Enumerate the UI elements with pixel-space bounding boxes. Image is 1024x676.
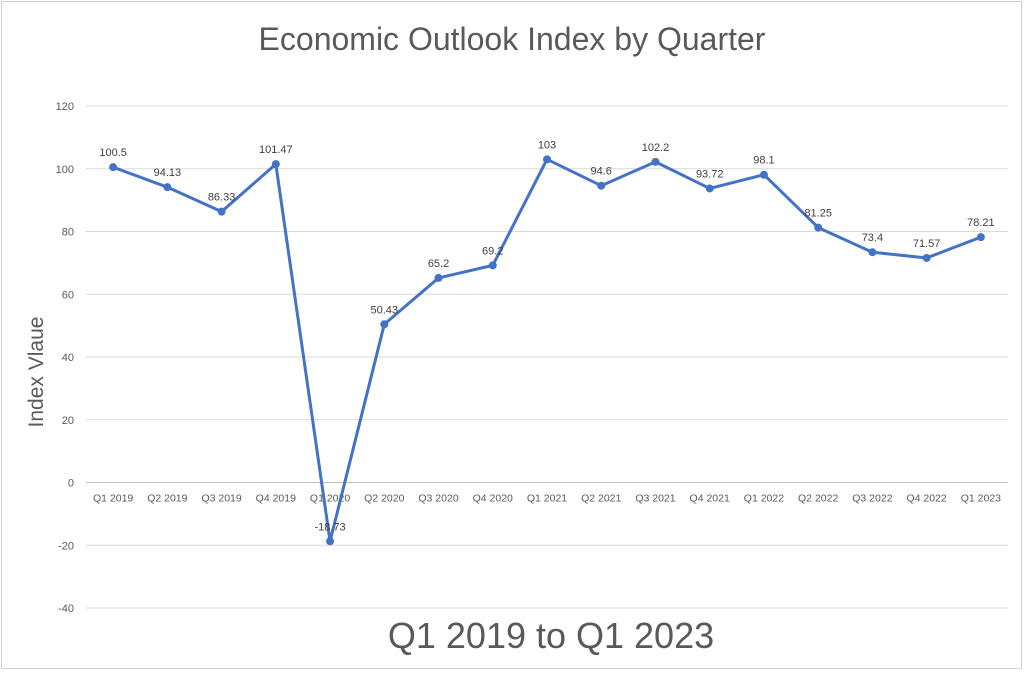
x-axis-title: Q1 2019 to Q1 2023	[388, 615, 714, 656]
data-point	[922, 253, 931, 262]
data-label: 71.57	[913, 238, 941, 250]
data-label: -18.73	[314, 521, 345, 533]
x-tick-label: Q4 2021	[690, 493, 730, 505]
y-axis-title: Index Vlaue	[25, 317, 48, 428]
data-point	[543, 155, 551, 164]
data-label: 94.13	[154, 167, 182, 179]
y-tick-label: -40	[58, 603, 74, 615]
data-point	[759, 170, 768, 179]
data-label: 101.47	[259, 144, 293, 156]
chart-title: Economic Outlook Index by Quarter	[259, 21, 766, 57]
data-label: 98.1	[753, 155, 774, 167]
x-tick-label: Q1 2023	[961, 493, 1001, 505]
data-label: 102.2	[642, 142, 670, 154]
x-tick-label: Q4 2022	[906, 493, 946, 505]
data-point	[597, 181, 606, 190]
y-tick-label: 20	[62, 415, 74, 427]
data-label: 69.2	[482, 245, 503, 257]
y-tick-label: 0	[68, 478, 74, 490]
data-point	[380, 320, 389, 329]
x-tick-label: Q2 2020	[364, 493, 404, 505]
data-point	[163, 183, 172, 192]
data-label: 93.72	[696, 168, 724, 180]
data-point	[326, 537, 335, 546]
x-tick-label: Q2 2022	[798, 493, 838, 505]
data-point	[271, 160, 280, 169]
x-tick-label: Q2 2021	[581, 493, 621, 505]
x-tick-label: Q1 2022	[744, 493, 784, 505]
data-label: 81.25	[804, 208, 832, 220]
x-tick-label: Q3 2019	[201, 493, 241, 505]
data-point	[868, 248, 877, 257]
x-axis-ticks: Q1 2019 Q2 2019 Q3 2019 Q4 2019 Q1 2020 Q2 20…	[93, 493, 1001, 505]
gridlines	[86, 105, 1008, 609]
data-point	[705, 184, 714, 193]
data-point	[651, 157, 660, 166]
y-tick-label: 40	[62, 352, 74, 364]
y-axis-ticks: -40 -20 0 20 40 60 80 100 120	[56, 101, 74, 615]
y-tick-label: 100	[56, 164, 74, 176]
series-line-group	[109, 155, 985, 546]
data-label: 94.6	[591, 166, 612, 178]
data-label: 78.21	[967, 217, 995, 229]
y-tick-label: 60	[62, 289, 74, 301]
data-point	[814, 223, 823, 232]
data-labels: 100.5 94.13 86.33 101.47 -18.73 50.43 65.2 69.2…	[99, 139, 994, 533]
data-label: 65.2	[428, 258, 449, 270]
x-tick-label: Q4 2020	[473, 493, 513, 505]
x-tick-label: Q1 2021	[527, 493, 567, 505]
data-point	[434, 273, 443, 282]
y-tick-label: 80	[62, 227, 74, 239]
x-tick-label: Q3 2022	[852, 493, 892, 505]
data-point	[976, 233, 985, 242]
x-tick-label: Q3 2020	[418, 493, 458, 505]
data-label: 73.4	[862, 232, 883, 244]
data-label: 100.5	[99, 147, 127, 159]
data-label: 103	[538, 139, 556, 151]
x-tick-label: Q2 2019	[147, 493, 187, 505]
x-tick-label: Q1 2019	[93, 493, 133, 505]
x-tick-label: Q3 2021	[635, 493, 675, 505]
x-tick-label: Q4 2019	[256, 493, 296, 505]
data-point	[109, 163, 118, 172]
y-tick-label: 120	[56, 101, 74, 113]
y-tick-label: -20	[58, 540, 74, 552]
data-point	[217, 207, 226, 216]
data-label: 50.43	[371, 304, 399, 316]
data-point	[488, 261, 497, 270]
data-label: 86.33	[208, 192, 236, 204]
